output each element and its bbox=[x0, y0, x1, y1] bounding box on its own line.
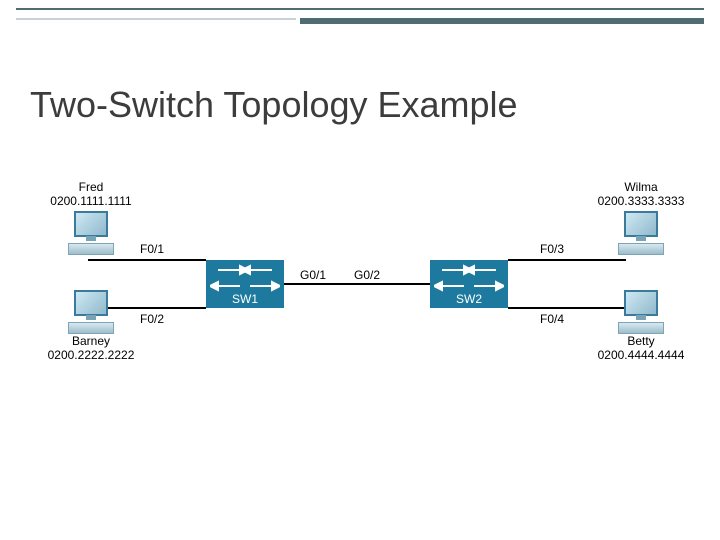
switch-sw1: SW1 bbox=[206, 260, 284, 308]
port-label: F0/2 bbox=[140, 312, 164, 326]
host-name: Barney bbox=[36, 334, 146, 348]
host-name: Fred bbox=[36, 180, 146, 194]
port-label: F0/4 bbox=[540, 312, 564, 326]
switch-label: SW2 bbox=[430, 292, 508, 306]
header-line-1 bbox=[16, 8, 704, 10]
switch-sw2: SW2 bbox=[430, 260, 508, 308]
host-fred: Fred 0200.1111.1111 bbox=[36, 180, 146, 255]
wire bbox=[284, 283, 430, 285]
host-mac: 0200.4444.4444 bbox=[586, 348, 696, 362]
host-name: Betty bbox=[586, 334, 696, 348]
port-label: F0/1 bbox=[140, 242, 164, 256]
pc-icon bbox=[68, 211, 114, 255]
host-name: Wilma bbox=[586, 180, 696, 194]
pc-icon bbox=[618, 211, 664, 255]
host-mac: 0200.3333.3333 bbox=[586, 194, 696, 208]
port-label: F0/3 bbox=[540, 242, 564, 256]
pc-icon bbox=[618, 290, 664, 334]
port-label: G0/1 bbox=[300, 268, 326, 282]
host-betty: Betty 0200.4444.4444 bbox=[586, 288, 696, 363]
switch-label: SW1 bbox=[206, 292, 284, 306]
port-label: G0/2 bbox=[354, 268, 380, 282]
host-mac: 0200.1111.1111 bbox=[36, 194, 146, 208]
host-mac: 0200.2222.2222 bbox=[36, 348, 146, 362]
wire bbox=[508, 259, 626, 261]
header-line-2 bbox=[300, 18, 704, 24]
wire bbox=[88, 259, 206, 261]
host-wilma: Wilma 0200.3333.3333 bbox=[586, 180, 696, 255]
switch-arrows-icon bbox=[434, 264, 504, 294]
page-title: Two-Switch Topology Example bbox=[30, 84, 518, 126]
pc-icon bbox=[68, 290, 114, 334]
switch-arrows-icon bbox=[210, 264, 280, 294]
network-diagram: Fred 0200.1111.1111 Barney 0200.2222.222… bbox=[0, 180, 720, 400]
host-barney: Barney 0200.2222.2222 bbox=[36, 288, 146, 363]
header-line-3 bbox=[16, 18, 296, 20]
